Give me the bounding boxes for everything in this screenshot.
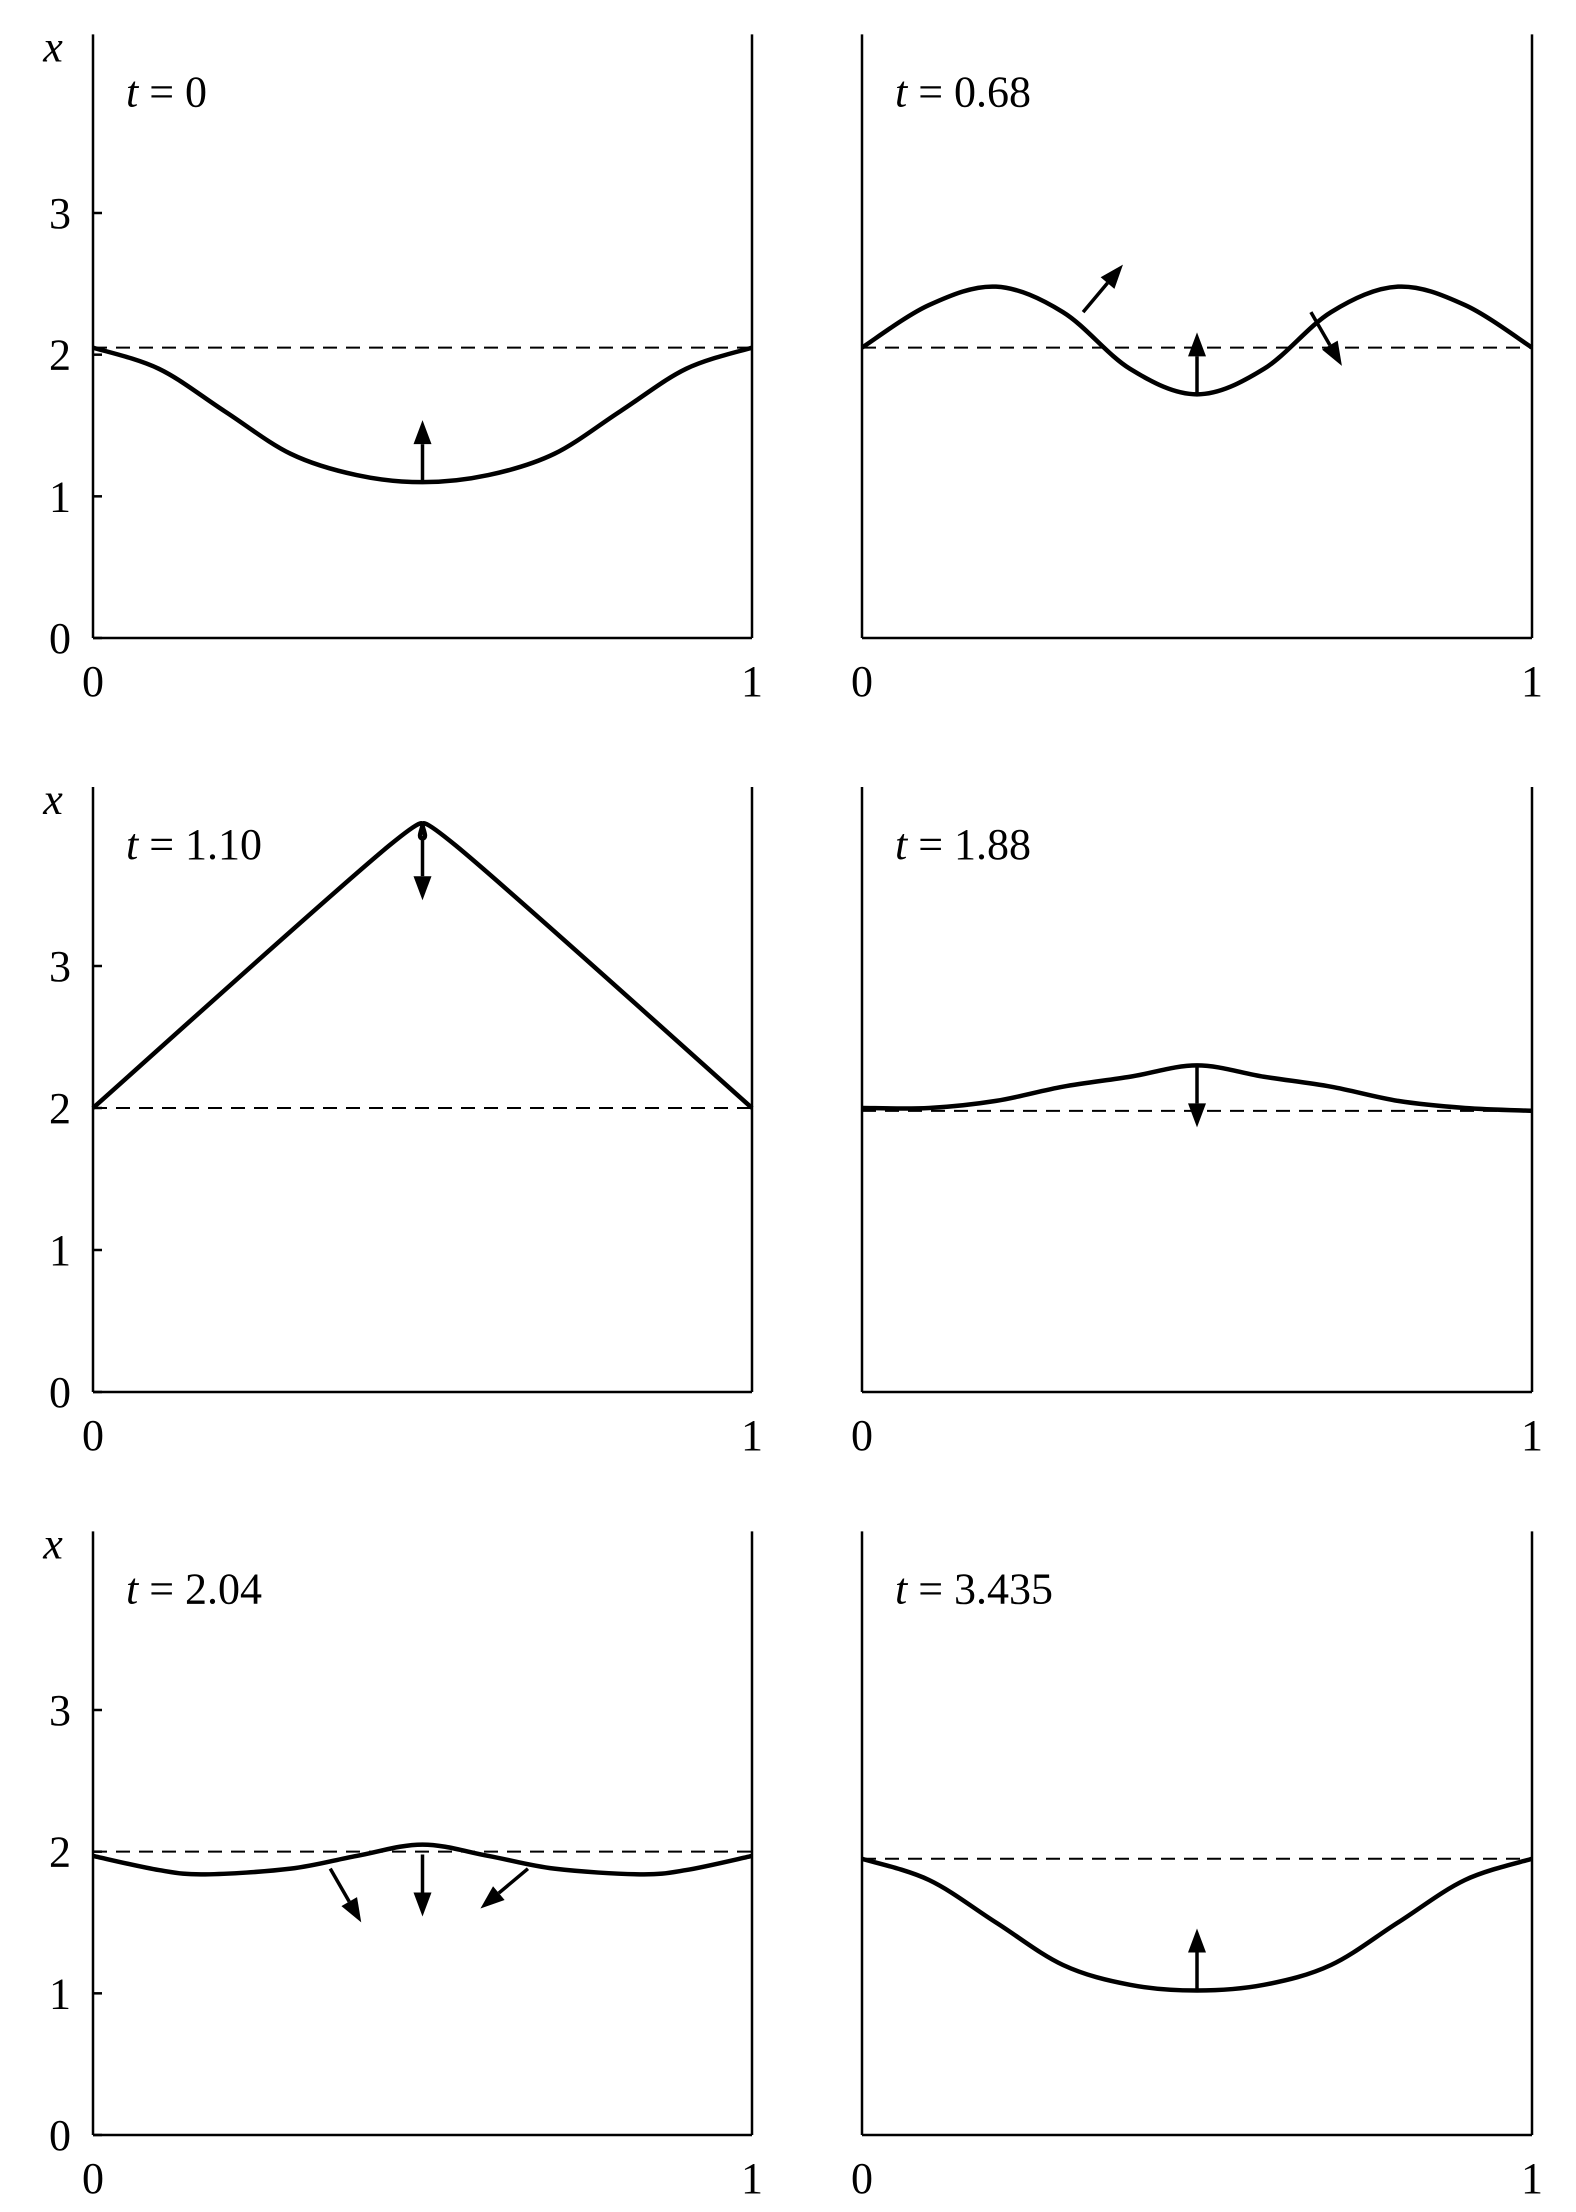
- string-curve: [92, 1842, 753, 1877]
- string-curve: [92, 345, 753, 485]
- panel-4: 0 1 t = 1.88: [851, 787, 1543, 1460]
- panel-title-variable: t: [126, 820, 140, 869]
- panel-title: t = 1.88: [895, 820, 1031, 869]
- y-tick-label: 3: [49, 942, 71, 991]
- panel-title-value: = 1.10: [138, 820, 262, 869]
- panel-title-variable: t: [895, 67, 909, 116]
- arrow-shaft: [497, 1867, 530, 1895]
- panel-title-variable: t: [895, 820, 909, 869]
- panel-5: 0 1 2 3 0 1 x t = 2.04: [42, 1519, 763, 2203]
- y-tick-label: 2: [49, 1084, 71, 1133]
- panel-3: 0 1 2 3 0 1 x t = 1.10: [42, 775, 763, 1460]
- arrow-head: [413, 420, 432, 445]
- panel-title-variable: t: [895, 1564, 909, 1613]
- velocity-arrow: [1188, 332, 1206, 395]
- arrow-head: [480, 1886, 505, 1909]
- velocity-arrow: [1188, 1065, 1206, 1128]
- x-tick-label: 1: [741, 2154, 763, 2203]
- panel-2: 0 1 t = 0.68: [851, 34, 1543, 706]
- panel-title-value: = 1.88: [907, 820, 1031, 869]
- panel-title-variable: t: [126, 1564, 140, 1613]
- x-tick-label: 0: [851, 1411, 873, 1460]
- x-tick-label: 0: [851, 657, 873, 706]
- y-tick-label: 1: [49, 1226, 71, 1275]
- x-tick-label: 1: [1521, 2154, 1543, 2203]
- y-tick-label: 1: [49, 472, 71, 521]
- panel-title: t = 1.10: [126, 820, 262, 869]
- velocity-arrow: [480, 1867, 530, 1909]
- velocity-arrow: [1081, 264, 1123, 314]
- arrow-head: [413, 876, 432, 901]
- panel-title: t = 3.435: [895, 1564, 1053, 1613]
- arrow-head: [1188, 1103, 1206, 1128]
- velocity-arrow: [328, 1867, 362, 1923]
- arrow-head: [1100, 264, 1123, 289]
- x-tick-label: 1: [1521, 657, 1543, 706]
- arrow-shaft: [1081, 281, 1109, 314]
- x-tick-label: 1: [741, 1411, 763, 1460]
- panel-title: t = 0: [126, 67, 207, 116]
- y-tick-label: 2: [49, 331, 71, 380]
- y-tick-label: 3: [49, 1686, 71, 1735]
- velocity-arrow: [413, 838, 432, 901]
- y-tick-label: 0: [49, 1368, 71, 1417]
- panel-title-value: = 0: [138, 67, 207, 116]
- arrow-shaft: [1309, 311, 1332, 346]
- arrow-head: [413, 1892, 432, 1917]
- x-tick-label: 0: [82, 1411, 104, 1460]
- velocity-arrow: [413, 420, 432, 483]
- panel-title: t = 2.04: [126, 1564, 262, 1613]
- arrow-head: [1322, 340, 1342, 366]
- y-tick-label: 3: [49, 189, 71, 238]
- panel-title-value: = 3.435: [907, 1564, 1053, 1613]
- y-tick-label: 0: [49, 614, 71, 663]
- velocity-arrow: [1188, 1928, 1206, 1991]
- panels: 0 1 2 3 0 1 x t = 0 0 1 t = 0.68 0 1 2 3 0 1 x t = 1.10 0 1 t…: [42, 22, 1543, 2203]
- y-tick-label: 1: [49, 1969, 71, 2018]
- y-axis-label: x: [42, 775, 63, 824]
- x-tick-label: 0: [82, 657, 104, 706]
- x-tick-label: 1: [1521, 1411, 1543, 1460]
- panel-title-variable: t: [126, 67, 140, 116]
- y-tick-label: 0: [49, 2111, 71, 2160]
- panel-title: t = 0.68: [895, 67, 1031, 116]
- arrow-head: [341, 1897, 362, 1923]
- panel-6: 0 1 t = 3.435: [851, 1531, 1543, 2203]
- x-tick-label: 0: [851, 2154, 873, 2203]
- panel-title-value: = 2.04: [138, 1564, 262, 1613]
- velocity-arrow: [1309, 311, 1342, 366]
- velocity-arrow: [413, 1854, 432, 1917]
- y-axis-label: x: [42, 1519, 63, 1568]
- arrow-head: [1188, 332, 1206, 357]
- y-axis-label: x: [42, 22, 63, 71]
- panel-1: 0 1 2 3 0 1 x t = 0: [42, 22, 763, 706]
- x-tick-label: 1: [741, 657, 763, 706]
- arrow-shaft: [328, 1867, 351, 1903]
- y-tick-label: 2: [49, 1828, 71, 1877]
- panel-title-value: = 0.68: [907, 67, 1031, 116]
- x-tick-label: 0: [82, 2154, 104, 2203]
- arrow-head: [1188, 1928, 1206, 1953]
